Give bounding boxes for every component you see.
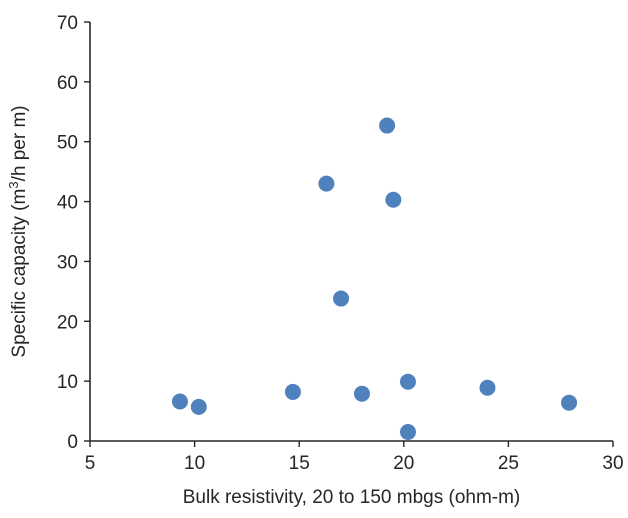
- x-tick-label: 5: [85, 453, 96, 474]
- y-axis-title-prefix: Specific capacity (m: [9, 189, 30, 358]
- y-axis-title-superscript: 3: [6, 181, 21, 188]
- y-tick-label: 10: [57, 372, 78, 393]
- data-points: [171, 117, 578, 441]
- x-tick-label: 15: [289, 453, 310, 474]
- y-tick-label: 70: [57, 13, 78, 34]
- x-tick-label: 30: [602, 453, 623, 474]
- y-tick-label: 0: [67, 432, 78, 453]
- data-point: [479, 379, 496, 396]
- data-point: [399, 373, 416, 390]
- data-point: [190, 398, 207, 415]
- data-point: [353, 385, 370, 402]
- data-point: [284, 383, 301, 400]
- y-tick-label: 60: [57, 73, 78, 94]
- y-axis-title: Specific capacity (m3/h per m): [6, 105, 31, 357]
- x-tick-label: 10: [184, 453, 205, 474]
- data-point: [385, 191, 402, 208]
- data-point: [399, 424, 416, 441]
- data-point: [561, 394, 578, 411]
- data-point: [333, 290, 350, 307]
- y-axis-title-suffix: /h per m): [9, 105, 30, 181]
- x-tick-label: 25: [498, 453, 519, 474]
- y-tick-label: 20: [57, 312, 78, 333]
- x-axis-title: Bulk resistivity, 20 to 150 mbgs (ohm-m): [183, 487, 521, 508]
- x-tick-label: 20: [393, 453, 414, 474]
- data-point: [318, 175, 335, 192]
- x-axis-ticks: 5 10 15 20 25 30: [85, 441, 624, 474]
- y-tick-label: 30: [57, 252, 78, 273]
- y-axis-ticks: 0 10 20 30 40 50 60 70: [57, 13, 90, 453]
- y-tick-label: 40: [57, 193, 78, 214]
- data-point: [379, 117, 396, 134]
- data-point: [171, 393, 188, 410]
- y-tick-label: 50: [57, 133, 78, 154]
